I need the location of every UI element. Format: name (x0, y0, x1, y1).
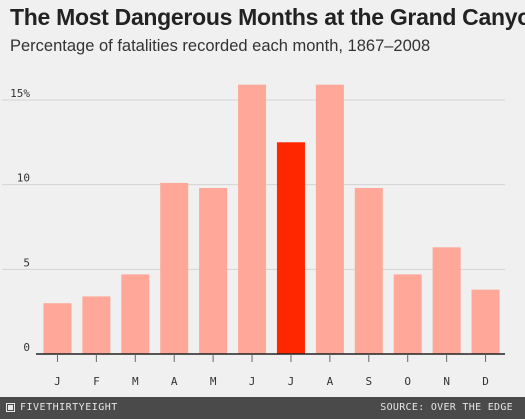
x-tick-label: N (443, 375, 450, 388)
bar-2 (121, 274, 150, 354)
y-tick-label: 0 (23, 341, 30, 354)
x-tick-label: D (482, 375, 489, 388)
source-label: SOURCE: OVER THE EDGE (380, 402, 513, 413)
footer-bar: FIVETHIRTYEIGHT SOURCE: OVER THE EDGE (0, 397, 525, 419)
x-tick-label: J (288, 375, 295, 388)
bar-5 (238, 84, 267, 354)
bar-11 (471, 289, 500, 354)
y-tick-label: 5 (23, 256, 30, 269)
bar-7 (315, 84, 344, 354)
fivethirtyeight-logo-icon (6, 403, 15, 412)
x-tick-label: J (249, 375, 256, 388)
bar-4 (199, 188, 228, 354)
bar-0 (43, 303, 72, 354)
x-tick-label: F (93, 375, 100, 388)
x-tick-label: S (365, 375, 372, 388)
x-tick-label: J (54, 375, 61, 388)
bar-1 (82, 296, 111, 354)
brand-label: FIVETHIRTYEIGHT (20, 402, 118, 413)
bar-8 (354, 188, 383, 354)
x-tick-label: M (210, 375, 217, 388)
bar-9 (393, 274, 422, 354)
bars (43, 84, 500, 354)
y-axis-ticks: 0 5 10 15% (10, 87, 30, 354)
y-tick-label: 10 (17, 172, 30, 185)
y-tick-label: 15% (10, 87, 30, 100)
chart-subtitle: Percentage of fatalities recorded each m… (10, 37, 431, 55)
bar-chart: 0 5 10 15% J F M A M J J A S O N D (2, 84, 505, 388)
x-tick-label: A (327, 375, 334, 388)
x-tick-label: O (404, 375, 411, 388)
bar-3 (160, 182, 189, 354)
chart-title: The Most Dangerous Months at the Grand C… (10, 4, 525, 30)
x-tick-label: M (132, 375, 139, 388)
bar-6 (276, 142, 305, 354)
x-tick-label: A (171, 375, 178, 388)
bar-10 (432, 247, 461, 354)
